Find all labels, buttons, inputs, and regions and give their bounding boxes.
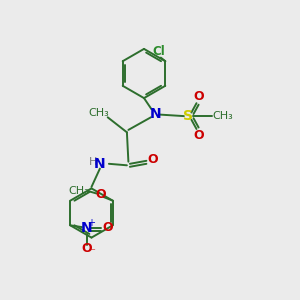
Text: O: O	[81, 242, 92, 256]
Text: N: N	[150, 107, 161, 121]
Text: O: O	[194, 90, 204, 103]
Text: O: O	[95, 188, 106, 201]
Text: CH₃: CH₃	[69, 186, 90, 196]
Text: ⁻: ⁻	[89, 247, 95, 257]
Text: O: O	[194, 129, 204, 142]
Text: N: N	[94, 157, 106, 171]
Text: N: N	[81, 221, 92, 235]
Text: +: +	[87, 218, 95, 229]
Text: S: S	[183, 109, 194, 123]
Text: O: O	[148, 153, 158, 166]
Text: H: H	[89, 157, 98, 167]
Text: Cl: Cl	[152, 45, 165, 58]
Text: O: O	[102, 221, 113, 234]
Text: CH₃: CH₃	[212, 111, 233, 121]
Text: CH₃: CH₃	[88, 107, 109, 118]
